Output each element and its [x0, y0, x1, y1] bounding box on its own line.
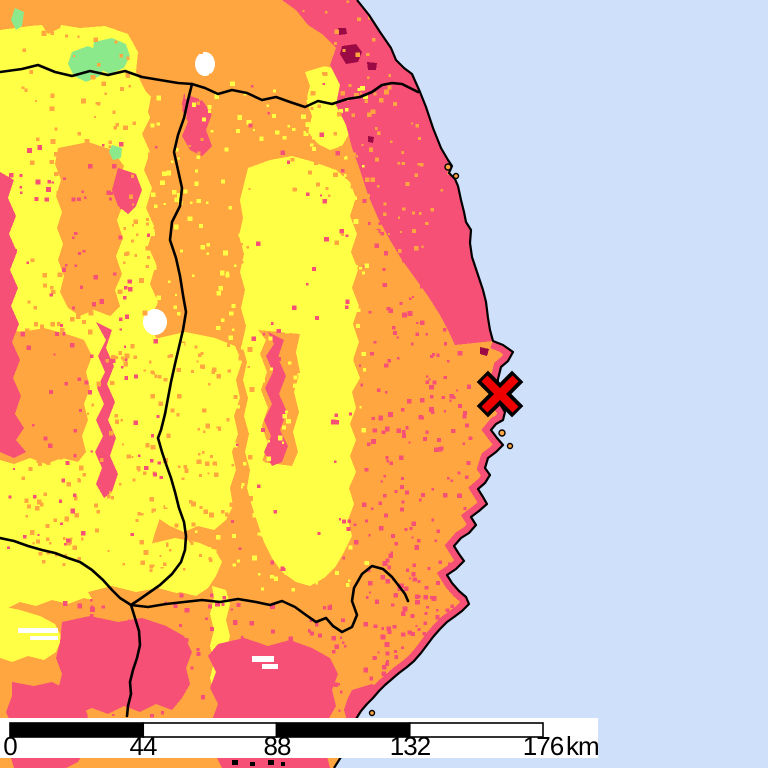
boundary-south — [125, 603, 142, 718]
epicenter-x-marker[interactable] — [476, 370, 524, 418]
boundary-southwest — [0, 536, 133, 607]
no-data-white-patches — [18, 52, 278, 669]
scale-tick-88: 88 — [264, 731, 291, 761]
scale-bar-segments — [9, 722, 544, 738]
scale-tick-0: 0 — [3, 731, 17, 761]
intensity-zone-green — [11, 8, 130, 160]
scale-unit-label: km — [566, 731, 599, 761]
bottom-strip-marks — [232, 760, 285, 766]
islet-dots — [368, 163, 514, 717]
scale-tick-44: 44 — [130, 731, 157, 761]
boundary-north — [0, 63, 420, 109]
prefecture-boundary-lines — [0, 63, 420, 718]
boundary-central — [129, 82, 194, 607]
boundary-southeast — [129, 564, 410, 634]
epicenter-cross — [481, 375, 519, 413]
intensity-zone-maroon — [338, 28, 489, 356]
scale-bar: 0 44 88 132 176 km — [0, 718, 600, 761]
scale-tick-176: 176 — [523, 731, 564, 761]
scale-tick-132: 132 — [390, 731, 431, 761]
